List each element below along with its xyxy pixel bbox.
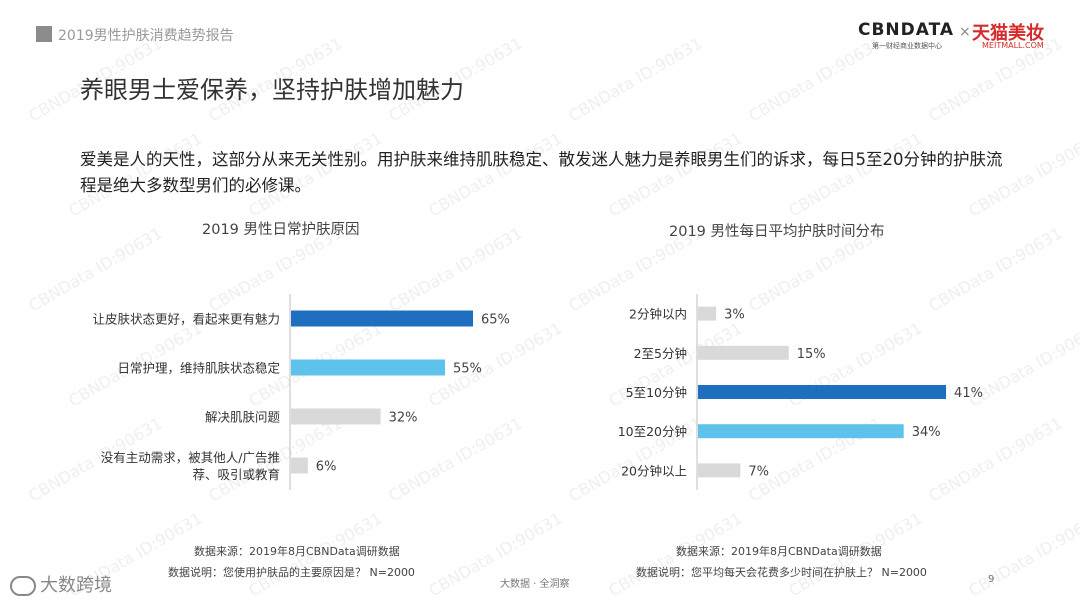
chart-1-value-label: 41% [954, 386, 983, 401]
logo-separator: × [959, 24, 971, 40]
chart-0-value-label: 65% [481, 313, 510, 328]
chart-1-category-label: 20分钟以上 [621, 463, 687, 478]
cbndata-logo: CBNDATA [858, 20, 955, 40]
chart-1-category-label-line: 5至10分钟 [626, 385, 687, 400]
left-chart-title: 2019 男性日常护肤原因 [202, 222, 360, 238]
chart-0-value-label: 55% [453, 362, 482, 377]
brand-watermark: 大数跨境 [10, 571, 112, 597]
chart-0-bar [291, 359, 445, 376]
chart-0-category-label-line: 日常护理，维持肌肤状态稳定 [117, 361, 280, 376]
chart-0-value-label: 32% [389, 411, 418, 426]
brand-watermark-icon [10, 576, 36, 596]
chart-1-category-label-line: 20分钟以上 [621, 463, 687, 478]
chart-1-category-label-line: 10至20分钟 [618, 424, 687, 439]
page-title: 养眼男士爱保养，坚持护肤增加魅力 [80, 76, 464, 104]
chart-1-bar [698, 306, 717, 321]
chart-1-category-label: 2分钟以内 [629, 307, 687, 322]
chart-1-bar [698, 463, 741, 478]
right-data-note: 数据说明：您平均每天会花费多少时间在护肤上？ N=2000 [636, 566, 927, 579]
footer-slogan: 大数据 · 全洞察 [500, 579, 570, 590]
chart-0-category-label-line: 解决肌肤问题 [205, 410, 281, 425]
description-text: 爱美是人的天性，这部分从来无关性别。用护肤来维持肌肤稳定、散发迷人魅力是养眼男生… [80, 150, 1003, 195]
chart-1-value-label: 34% [912, 425, 941, 440]
chart-1-value-label: 7% [748, 464, 769, 479]
chart-1-value-label: 15% [797, 347, 826, 362]
chart-0-category-label-line: 荐、吸引或教育 [192, 467, 280, 482]
left-source-note: 数据来源：2019年8月CBNData调研数据 [194, 545, 400, 558]
page-number: 9 [988, 574, 995, 585]
chart-1-category-label-line: 2至5分钟 [634, 346, 687, 361]
chart-0-category-label: 解决肌肤问题 [205, 410, 281, 425]
chart-1-category-label: 5至10分钟 [626, 385, 687, 400]
chart-1-bar [698, 385, 947, 399]
chart-0-category-label-line: 没有主动需求，被其他人/广告推 [101, 450, 280, 465]
chart-1-bar [698, 424, 904, 439]
header-square-icon [36, 26, 52, 42]
cbndata-logo-subtitle: 第一财经商业数据中心 [872, 42, 942, 50]
chart-1-value-label: 3% [724, 308, 745, 323]
right-bar-chart: 3% 2分钟以内 15% 2至5分钟 41% 5至10分钟 34% 10至20分钟 7% 20分钟… [618, 294, 983, 490]
chart-0-category-label-line: 让皮肤状态更好，看起来更有魅力 [92, 312, 280, 327]
chart-1-category-label: 2至5分钟 [634, 346, 687, 361]
right-source-note: 数据来源：2019年8月CBNData调研数据 [676, 545, 882, 558]
chart-1-category-label-line: 2分钟以内 [629, 307, 687, 322]
chart-0-category-label: 日常护理，维持肌肤状态稳定 [117, 361, 280, 376]
chart-0-category-label: 没有主动需求，被其他人/广告推荐、吸引或教育 [101, 450, 280, 482]
right-chart-title: 2019 男性每日平均护肤时间分布 [669, 224, 885, 240]
tmall-beauty-logo-subtitle: MEITMALL.COM [982, 41, 1044, 50]
left-bar-chart: 65% 让皮肤状态更好，看起来更有魅力 55% 日常护理，维持肌肤状态稳定 32% 解决肌… [92, 294, 510, 490]
chart-1-category-label: 10至20分钟 [618, 424, 687, 439]
chart-0-bar [291, 310, 473, 327]
chart-0-bar [291, 457, 308, 474]
chart-0-bar [291, 408, 381, 425]
left-data-note: 数据说明：您使用护肤品的主要原因是？ N=2000 [168, 566, 415, 579]
chart-0-value-label: 6% [316, 460, 337, 475]
chart-0-category-label: 让皮肤状态更好，看起来更有魅力 [92, 312, 280, 327]
tmall-beauty-logo: 天猫美妆 [972, 23, 1044, 44]
chart-1-bar [698, 345, 789, 360]
report-title: 2019男性护肤消费趋势报告 [58, 28, 234, 44]
brand-watermark-text: 大数跨境 [40, 575, 112, 596]
